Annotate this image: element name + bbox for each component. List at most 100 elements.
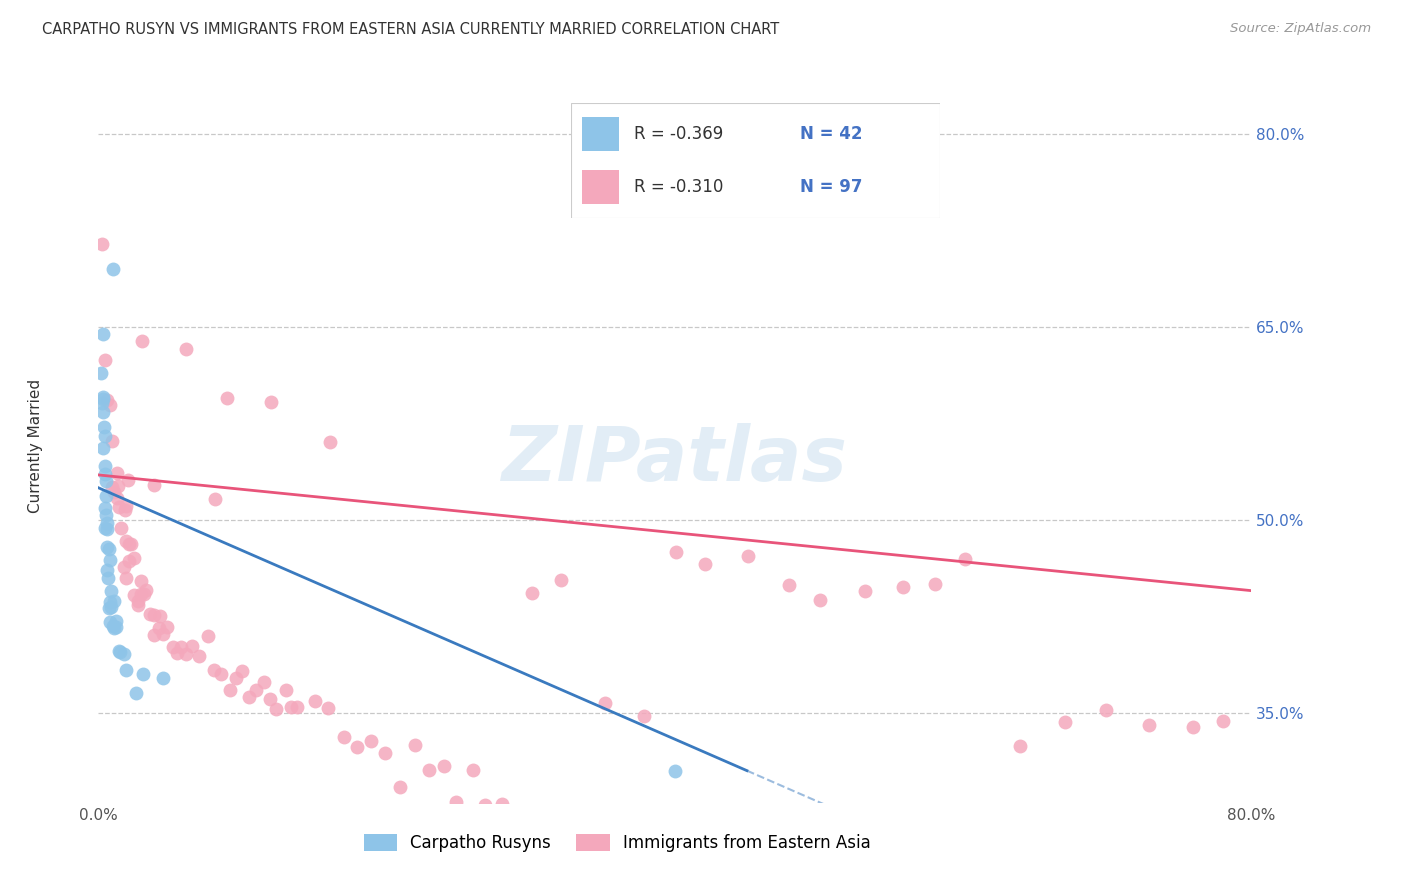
Immigrants from Eastern Asia <box>924 577 946 591</box>
Immigrants from Eastern Asia <box>418 764 440 778</box>
Immigrants from Eastern Asia <box>285 699 308 714</box>
Immigrants from Eastern Asia <box>112 560 135 574</box>
Immigrants from Eastern Asia <box>374 747 396 761</box>
Carpatho Rusyns <box>93 420 115 434</box>
Carpatho Rusyns <box>90 367 112 381</box>
Immigrants from Eastern Asia <box>695 557 717 571</box>
Immigrants from Eastern Asia <box>118 554 141 568</box>
Immigrants from Eastern Asia <box>110 521 132 535</box>
Immigrants from Eastern Asia <box>127 594 149 608</box>
Carpatho Rusyns <box>96 522 118 536</box>
Immigrants from Eastern Asia <box>1137 717 1160 731</box>
Immigrants from Eastern Asia <box>149 609 172 624</box>
Immigrants from Eastern Asia <box>152 627 174 641</box>
Carpatho Rusyns <box>96 563 118 577</box>
Immigrants from Eastern Asia <box>101 434 124 448</box>
Immigrants from Eastern Asia <box>360 733 382 747</box>
Immigrants from Eastern Asia <box>115 571 138 585</box>
Immigrants from Eastern Asia <box>108 500 131 514</box>
Text: ZIPatlas: ZIPatlas <box>502 424 848 497</box>
Immigrants from Eastern Asia <box>143 478 166 492</box>
Immigrants from Eastern Asia <box>166 646 188 660</box>
Carpatho Rusyns <box>115 663 138 677</box>
Immigrants from Eastern Asia <box>143 628 166 642</box>
Immigrants from Eastern Asia <box>114 503 136 517</box>
Immigrants from Eastern Asia <box>225 671 247 685</box>
Immigrants from Eastern Asia <box>550 574 572 588</box>
Legend: Carpatho Rusyns, Immigrants from Eastern Asia: Carpatho Rusyns, Immigrants from Eastern… <box>357 827 877 859</box>
Immigrants from Eastern Asia <box>274 683 297 698</box>
Carpatho Rusyns <box>103 621 125 635</box>
Carpatho Rusyns <box>91 396 114 410</box>
Immigrants from Eastern Asia <box>808 592 831 607</box>
Immigrants from Eastern Asia <box>253 675 276 690</box>
Carpatho Rusyns <box>97 600 120 615</box>
Immigrants from Eastern Asia <box>633 708 655 723</box>
Immigrants from Eastern Asia <box>491 797 513 812</box>
Immigrants from Eastern Asia <box>316 701 339 715</box>
Immigrants from Eastern Asia <box>319 434 342 449</box>
Immigrants from Eastern Asia <box>204 491 226 506</box>
Immigrants from Eastern Asia <box>474 798 496 813</box>
Immigrants from Eastern Asia <box>162 640 184 654</box>
Carpatho Rusyns <box>108 644 131 658</box>
Immigrants from Eastern Asia <box>280 700 302 714</box>
Immigrants from Eastern Asia <box>1181 720 1204 734</box>
Carpatho Rusyns <box>91 405 114 419</box>
Immigrants from Eastern Asia <box>107 478 129 492</box>
Immigrants from Eastern Asia <box>120 537 142 551</box>
Text: Source: ZipAtlas.com: Source: ZipAtlas.com <box>1230 22 1371 36</box>
Carpatho Rusyns <box>108 643 131 657</box>
Immigrants from Eastern Asia <box>134 587 156 601</box>
Immigrants from Eastern Asia <box>433 758 456 772</box>
Immigrants from Eastern Asia <box>891 581 914 595</box>
Immigrants from Eastern Asia <box>143 608 166 623</box>
Immigrants from Eastern Asia <box>346 739 368 754</box>
Immigrants from Eastern Asia <box>264 702 287 716</box>
Immigrants from Eastern Asia <box>665 545 688 559</box>
Carpatho Rusyns <box>93 458 115 473</box>
Carpatho Rusyns <box>98 594 121 608</box>
Carpatho Rusyns <box>152 671 174 685</box>
Immigrants from Eastern Asia <box>127 598 149 612</box>
Carpatho Rusyns <box>94 429 117 443</box>
Immigrants from Eastern Asia <box>118 536 141 550</box>
Carpatho Rusyns <box>94 467 117 481</box>
Immigrants from Eastern Asia <box>131 334 153 349</box>
Immigrants from Eastern Asia <box>129 587 152 601</box>
Immigrants from Eastern Asia <box>188 648 211 663</box>
Immigrants from Eastern Asia <box>204 663 226 677</box>
Text: CARPATHO RUSYN VS IMMIGRANTS FROM EASTERN ASIA CURRENTLY MARRIED CORRELATION CHA: CARPATHO RUSYN VS IMMIGRANTS FROM EASTER… <box>42 22 779 37</box>
Immigrants from Eastern Asia <box>115 499 138 513</box>
Immigrants from Eastern Asia <box>1053 715 1076 730</box>
Immigrants from Eastern Asia <box>260 395 283 409</box>
Immigrants from Eastern Asia <box>117 473 139 487</box>
Immigrants from Eastern Asia <box>389 780 412 794</box>
Carpatho Rusyns <box>91 390 114 404</box>
Immigrants from Eastern Asia <box>105 466 128 480</box>
Immigrants from Eastern Asia <box>238 690 260 705</box>
Carpatho Rusyns <box>103 594 125 608</box>
Carpatho Rusyns <box>91 327 114 342</box>
Immigrants from Eastern Asia <box>209 666 232 681</box>
Carpatho Rusyns <box>94 500 117 515</box>
Immigrants from Eastern Asia <box>520 586 543 600</box>
Immigrants from Eastern Asia <box>156 620 179 634</box>
Immigrants from Eastern Asia <box>333 731 356 745</box>
Carpatho Rusyns <box>104 619 127 633</box>
Carpatho Rusyns <box>100 583 122 598</box>
Immigrants from Eastern Asia <box>114 534 136 549</box>
Y-axis label: Currently Married: Currently Married <box>28 379 42 513</box>
Carpatho Rusyns <box>96 516 118 530</box>
Immigrants from Eastern Asia <box>139 607 162 622</box>
Immigrants from Eastern Asia <box>135 582 157 597</box>
Immigrants from Eastern Asia <box>122 551 145 566</box>
Carpatho Rusyns <box>94 475 117 489</box>
Immigrants from Eastern Asia <box>91 237 114 252</box>
Carpatho Rusyns <box>124 685 146 699</box>
Immigrants from Eastern Asia <box>853 583 876 598</box>
Immigrants from Eastern Asia <box>197 629 219 643</box>
Carpatho Rusyns <box>101 618 124 632</box>
Immigrants from Eastern Asia <box>259 692 281 706</box>
Immigrants from Eastern Asia <box>245 683 267 698</box>
